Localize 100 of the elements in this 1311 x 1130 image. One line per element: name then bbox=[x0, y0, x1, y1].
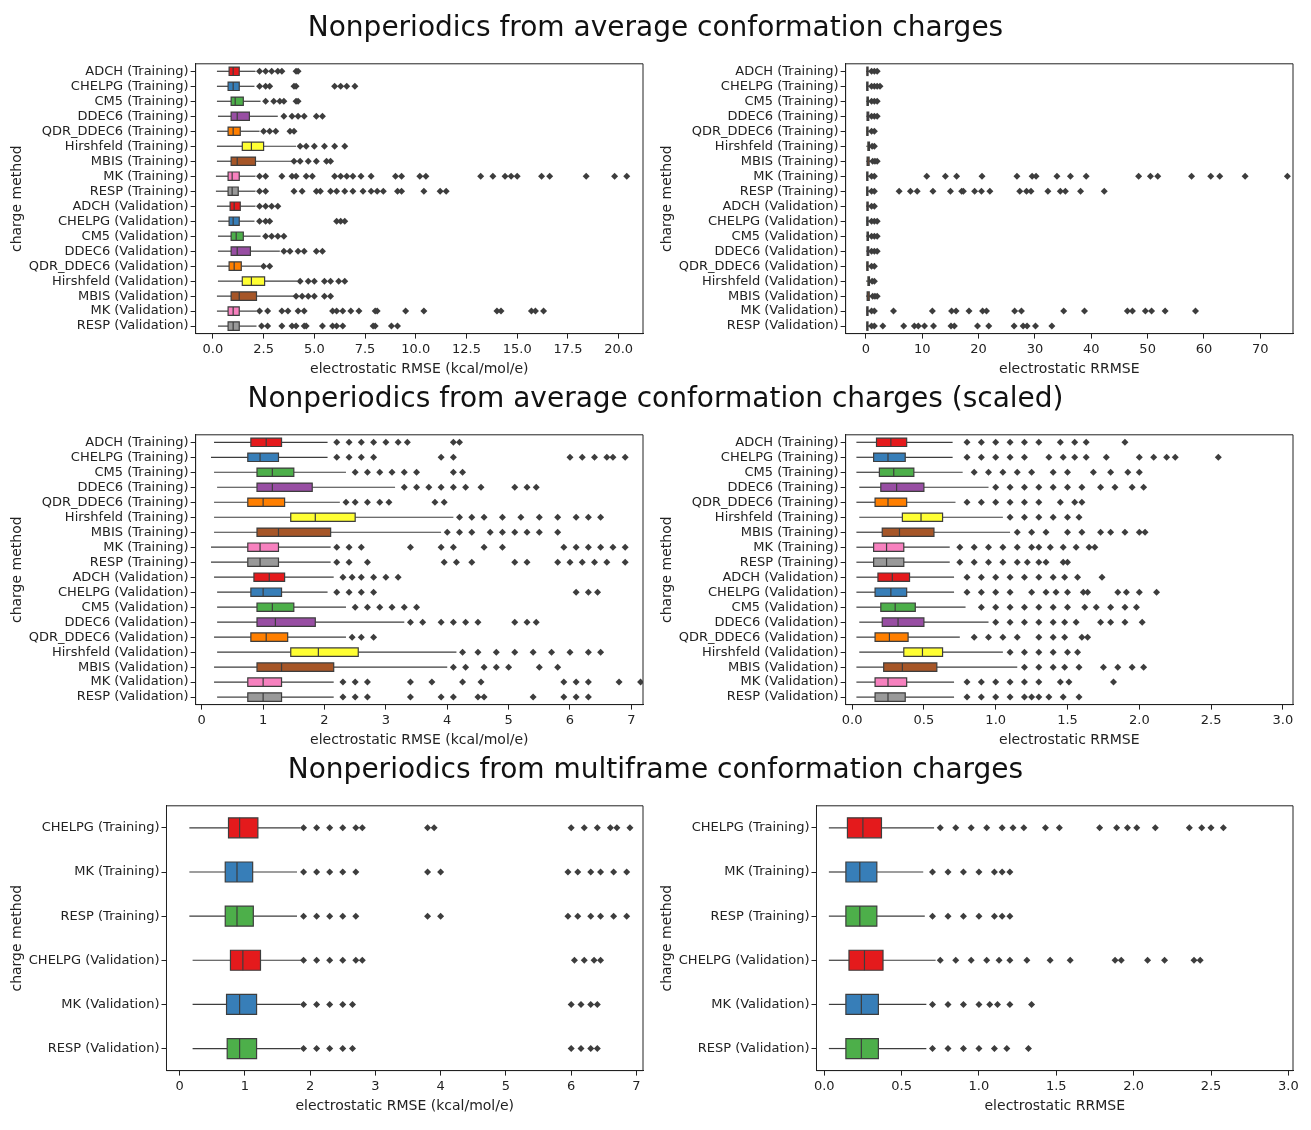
y-tick-label: RESP (Validation) bbox=[726, 688, 839, 704]
x-tick-label: 2 bbox=[320, 711, 329, 727]
y-tick-label: QDR_DDEC6 (Training) bbox=[41, 122, 189, 138]
x-tick-label: 10.0 bbox=[401, 340, 431, 356]
y-tick-label: CM5 (Validation) bbox=[81, 227, 189, 243]
y-tick-label: CHELPG (Training) bbox=[691, 819, 810, 835]
y-tick-label: Hirshfeld (Training) bbox=[714, 137, 839, 153]
y-tick-label: MK (Training) bbox=[103, 538, 189, 554]
x-tick-label: 2.5 bbox=[253, 340, 274, 356]
x-tick-label: 20 bbox=[970, 340, 987, 356]
y-tick-label: CM5 (Training) bbox=[744, 463, 839, 479]
x-tick-label: 3.0 bbox=[1278, 1077, 1299, 1093]
y-tick-label: DDEC6 (Validation) bbox=[64, 613, 189, 629]
x-tick-label: 70 bbox=[1252, 340, 1269, 356]
x-tick-label: 7 bbox=[632, 1077, 641, 1093]
y-tick-label: MK (Validation) bbox=[740, 673, 839, 689]
y-tick-label: ADCH (Training) bbox=[735, 433, 839, 449]
y-tick-label: CM5 (Validation) bbox=[731, 227, 839, 243]
x-tick-label: 5.0 bbox=[303, 340, 325, 356]
x-tick-label: 6 bbox=[567, 1077, 576, 1093]
x-tick-label: 20.0 bbox=[604, 340, 634, 356]
y-tick-label: RESP (Training) bbox=[89, 553, 189, 569]
y-tick-label: CHELPG (Validation) bbox=[57, 583, 189, 599]
x-axis-title: electrostatic RMSE (kcal/mol/e) bbox=[310, 731, 529, 748]
y-axis-title: charge method bbox=[658, 884, 675, 992]
y-tick-label: CHELPG (Validation) bbox=[57, 212, 189, 228]
x-tick-label: 1 bbox=[258, 711, 268, 727]
y-tick-label: ADCH (Validation) bbox=[72, 568, 189, 584]
y-tick-label: CHELPG (Training) bbox=[720, 77, 839, 93]
x-tick-label: 0.5 bbox=[891, 1077, 912, 1093]
x-tick-label: 3.0 bbox=[1272, 711, 1294, 727]
y-tick-label: Hirshfeld (Validation) bbox=[701, 272, 839, 288]
y-tick-label: CHELPG (Validation) bbox=[678, 951, 810, 967]
x-tick-label: 0 bbox=[861, 340, 871, 356]
x-axis-title: electrostatic RMSE (kcal/mol/e) bbox=[310, 360, 529, 377]
y-tick-label: QDR_DDEC6 (Validation) bbox=[28, 628, 189, 644]
x-axis-title: electrostatic RRMSE bbox=[984, 1097, 1125, 1114]
x-axis-title: electrostatic RMSE (kcal/mol/e) bbox=[295, 1097, 515, 1114]
y-tick-label: RESP (Validation) bbox=[726, 317, 839, 333]
y-tick-label: RESP (Training) bbox=[710, 907, 810, 923]
y-axis-title: charge method bbox=[658, 145, 675, 253]
x-tick-label: 4 bbox=[436, 1077, 445, 1093]
x-tick-label: 2 bbox=[305, 1077, 315, 1093]
x-tick-label: 50 bbox=[1139, 340, 1156, 356]
x-tick-label: 7.5 bbox=[354, 340, 376, 356]
y-tick-label: CM5 (Training) bbox=[94, 463, 189, 479]
x-tick-label: 7 bbox=[627, 711, 636, 727]
x-tick-label: 1.5 bbox=[1045, 1077, 1067, 1093]
y-tick-label: MK (Training) bbox=[74, 863, 160, 879]
y-tick-label: MBIS (Validation) bbox=[727, 287, 839, 303]
y-tick-label: ADCH (Validation) bbox=[722, 197, 839, 213]
y-tick-label: CM5 (Training) bbox=[94, 92, 189, 108]
y-tick-label: CM5 (Validation) bbox=[81, 598, 189, 614]
x-tick-label: 5 bbox=[504, 711, 513, 727]
y-tick-label: MBIS (Training) bbox=[90, 152, 189, 168]
x-tick-label: 5 bbox=[501, 1077, 511, 1093]
y-tick-label: DDEC6 (Validation) bbox=[714, 613, 839, 629]
y-tick-label: QDR_DDEC6 (Validation) bbox=[678, 257, 839, 273]
x-tick-label: 4 bbox=[443, 711, 452, 727]
x-tick-label: 17.5 bbox=[553, 340, 583, 356]
x-tick-label: 1.0 bbox=[985, 711, 1007, 727]
y-tick-label: MK (Validation) bbox=[61, 995, 160, 1011]
y-tick-label: DDEC6 (Validation) bbox=[64, 242, 189, 258]
y-tick-label: CM5 (Training) bbox=[744, 92, 839, 108]
y-tick-label: MK (Training) bbox=[753, 538, 839, 554]
y-tick-label: MBIS (Training) bbox=[90, 523, 189, 539]
y-tick-label: RESP (Validation) bbox=[76, 317, 189, 333]
x-tick-label: 2.0 bbox=[1123, 1077, 1144, 1093]
x-tick-label: 0.5 bbox=[913, 711, 935, 727]
y-tick-label: Hirshfeld (Validation) bbox=[51, 643, 189, 659]
y-tick-label: DDEC6 (Training) bbox=[727, 478, 839, 494]
x-tick-label: 3 bbox=[381, 711, 391, 727]
y-tick-label: QDR_DDEC6 (Training) bbox=[691, 493, 839, 509]
x-tick-label: 2.5 bbox=[1200, 711, 1222, 727]
y-tick-label: MK (Training) bbox=[103, 167, 189, 183]
x-tick-label: 0 bbox=[175, 1077, 184, 1093]
x-tick-label: 3 bbox=[371, 1077, 380, 1093]
y-tick-label: RESP (Training) bbox=[739, 182, 839, 198]
x-tick-label: 15.0 bbox=[502, 340, 532, 356]
y-tick-label: QDR_DDEC6 (Training) bbox=[41, 493, 189, 509]
x-tick-label: 0 bbox=[197, 711, 206, 727]
x-tick-label: 0.0 bbox=[841, 711, 863, 727]
x-tick-label: 30 bbox=[1026, 340, 1044, 356]
y-tick-label: ADCH (Training) bbox=[85, 433, 189, 449]
y-tick-label: CHELPG (Training) bbox=[720, 448, 839, 464]
x-tick-label: 10 bbox=[913, 340, 931, 356]
y-tick-label: MK (Training) bbox=[753, 167, 839, 183]
y-tick-label: ADCH (Validation) bbox=[722, 568, 839, 584]
y-tick-label: QDR_DDEC6 (Validation) bbox=[678, 628, 839, 644]
y-tick-label: Hirshfeld (Validation) bbox=[51, 272, 189, 288]
y-tick-label: CHELPG (Validation) bbox=[707, 583, 839, 599]
y-tick-label: CHELPG (Training) bbox=[41, 819, 160, 835]
x-tick-label: 60 bbox=[1195, 340, 1213, 356]
y-tick-label: MK (Validation) bbox=[90, 673, 189, 689]
y-tick-label: MBIS (Validation) bbox=[77, 287, 189, 303]
x-tick-label: 40 bbox=[1083, 340, 1100, 356]
y-tick-label: MBIS (Training) bbox=[740, 152, 839, 168]
y-tick-label: Hirshfeld (Training) bbox=[714, 508, 839, 524]
y-tick-label: DDEC6 (Training) bbox=[77, 107, 189, 123]
y-tick-label: CHELPG (Training) bbox=[70, 77, 189, 93]
